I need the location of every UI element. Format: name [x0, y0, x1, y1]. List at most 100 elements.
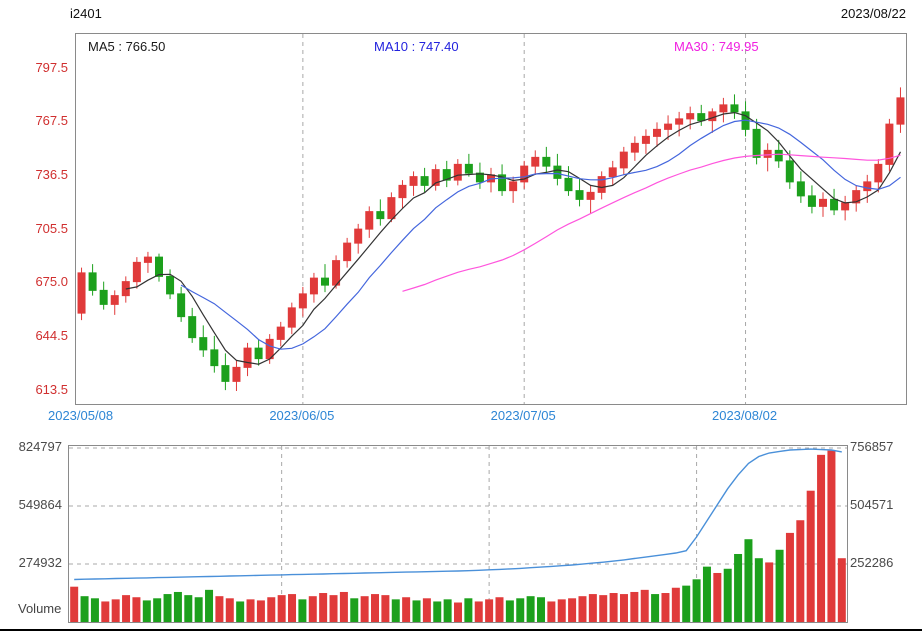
volume-caption: Volume	[18, 601, 62, 616]
volume-bar	[775, 549, 784, 622]
bottom-border	[0, 629, 922, 631]
ma5-line	[125, 111, 902, 365]
volume-bar	[754, 558, 763, 622]
volume-bar	[723, 568, 732, 622]
candle	[608, 160, 617, 186]
candle	[387, 192, 396, 223]
candle	[807, 185, 816, 214]
candle	[475, 162, 484, 189]
volume-bar	[277, 595, 286, 622]
volume-bar	[536, 597, 545, 622]
candle	[697, 104, 706, 126]
candle	[155, 253, 163, 282]
volume-bar	[619, 594, 628, 622]
volume-bar	[80, 596, 89, 622]
volume-canvas[interactable]	[69, 446, 847, 622]
volume-bar	[734, 553, 743, 622]
price-axis-label: 736.5	[35, 166, 68, 182]
candle	[819, 192, 827, 217]
volume-bar	[319, 593, 328, 622]
candle	[332, 255, 341, 289]
candle	[121, 276, 130, 303]
candle	[531, 150, 540, 175]
volume-bar	[267, 597, 276, 622]
candle	[730, 94, 739, 119]
volume-bar	[744, 539, 753, 622]
candle	[619, 146, 628, 175]
price-chart-panel[interactable]: MA5 : 766.50 MA10 : 747.40 MA30 : 749.95	[75, 33, 907, 405]
volume-bar	[599, 595, 608, 622]
candle	[453, 159, 462, 186]
volume-bar	[588, 594, 597, 622]
price-axis-label: 797.5	[35, 60, 68, 75]
candle	[874, 159, 883, 193]
volume-bar	[90, 598, 99, 622]
candle	[409, 171, 418, 196]
volume-bar	[101, 601, 110, 622]
volume-bar	[215, 596, 224, 622]
candle	[741, 101, 750, 137]
volume-bar	[464, 598, 473, 622]
candle	[199, 325, 208, 357]
candle	[675, 111, 684, 137]
volume-axis-label: 549864	[18, 497, 62, 512]
volume-bar	[526, 596, 535, 622]
candle	[398, 180, 407, 209]
candle	[763, 143, 772, 172]
candle	[354, 223, 363, 254]
volume-bar	[630, 591, 639, 622]
volume-bar	[765, 562, 774, 622]
volume-bar	[256, 600, 265, 622]
candle	[431, 164, 440, 191]
candlestick-canvas[interactable]	[76, 34, 906, 404]
volume-bar	[225, 598, 234, 622]
volume-bar	[578, 596, 587, 622]
candle	[752, 118, 761, 165]
candle	[143, 251, 152, 273]
candle	[863, 174, 872, 203]
candle	[830, 188, 839, 216]
date-axis-label: 2023/05/08	[47, 408, 114, 423]
trade-date: 2023/08/22	[840, 6, 906, 21]
volume-bar	[153, 598, 162, 622]
candle	[708, 108, 717, 133]
candle	[110, 290, 119, 315]
candle	[520, 160, 529, 189]
volume-bar	[339, 591, 348, 622]
candle	[464, 153, 473, 177]
volume-bar	[443, 599, 452, 622]
volume-bar	[796, 520, 805, 622]
volume-bar	[350, 598, 359, 622]
candle	[442, 160, 451, 188]
candle	[365, 206, 374, 238]
candle	[597, 171, 606, 200]
volume-bar	[412, 600, 421, 622]
candle	[276, 321, 285, 347]
volume-bar	[122, 595, 131, 622]
date-axis-label: 2023/06/05	[269, 408, 335, 423]
volume-panel[interactable]	[68, 445, 848, 623]
price-axis-label: 644.5	[35, 327, 68, 343]
candle	[664, 115, 673, 140]
price-axis-label: 613.5	[35, 382, 68, 397]
candle	[188, 307, 197, 343]
ma30-legend: MA30 : 749.95	[674, 39, 759, 54]
candle	[420, 167, 429, 193]
ma5-legend: MA5 : 766.50	[88, 39, 166, 54]
volume-bar	[713, 572, 722, 622]
candle	[586, 185, 595, 214]
candle	[564, 166, 573, 196]
volume-bar	[692, 579, 701, 622]
ma30-line	[402, 153, 901, 292]
volume-bar	[702, 566, 711, 622]
candle	[77, 267, 86, 321]
candle	[885, 118, 894, 172]
candle	[796, 171, 805, 203]
volume-bar	[173, 591, 182, 622]
candle	[542, 146, 551, 174]
volume-bar	[381, 595, 390, 622]
volume-bar	[837, 558, 846, 622]
price-axis-label: 705.5	[35, 221, 68, 236]
volume-bar	[454, 602, 462, 622]
